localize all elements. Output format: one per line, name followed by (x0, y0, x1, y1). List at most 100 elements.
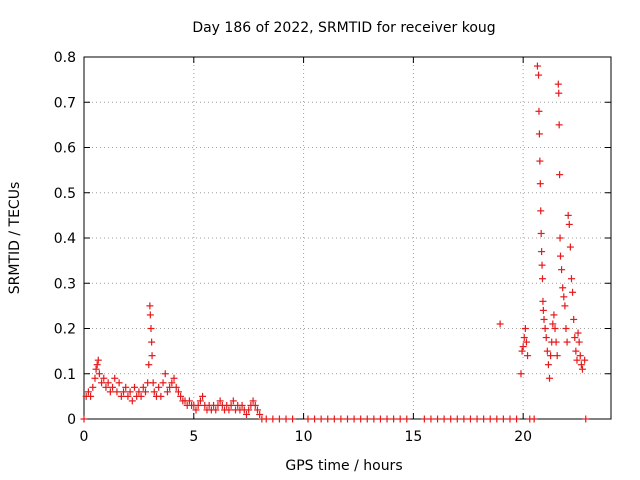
data-point (536, 157, 544, 165)
data-point (570, 315, 578, 323)
data-point (549, 320, 557, 328)
data-point (565, 220, 573, 228)
y-tick-label: 0.2 (54, 322, 76, 338)
data-point (249, 397, 257, 405)
data-point (124, 392, 132, 400)
data-point (245, 406, 253, 414)
data-point (242, 410, 250, 418)
x-tick-label: 0 (80, 429, 89, 445)
x-tick-label: 5 (189, 429, 198, 445)
data-point (311, 415, 319, 423)
data-point (519, 343, 527, 351)
data-point (131, 383, 139, 391)
data-point (177, 392, 185, 400)
data-point (324, 415, 332, 423)
data-point (566, 243, 574, 251)
data-point (196, 397, 204, 405)
data-point (146, 311, 154, 319)
data-point (289, 415, 297, 423)
data-point (577, 361, 585, 369)
data-point (572, 347, 580, 355)
data-point (126, 388, 134, 396)
data-point (80, 415, 88, 423)
data-point (304, 415, 312, 423)
data-point (513, 415, 521, 423)
data-point (521, 325, 529, 332)
data-point (567, 275, 575, 283)
grid-lines (84, 57, 611, 419)
data-point (227, 401, 235, 409)
data-point (555, 89, 563, 97)
data-point (109, 383, 117, 391)
data-point (555, 121, 563, 129)
data-point (518, 347, 526, 355)
data-point (161, 370, 169, 378)
data-point (396, 415, 404, 423)
data-point (94, 356, 102, 364)
data-point (556, 252, 564, 260)
data-point (542, 334, 550, 342)
data-point (390, 415, 398, 423)
data-point (174, 388, 182, 396)
data-point (106, 388, 114, 396)
data-point (135, 388, 143, 396)
data-point (199, 392, 207, 400)
data-point (238, 401, 246, 409)
data-point (120, 388, 128, 396)
data-point (98, 379, 106, 387)
data-point (536, 180, 544, 188)
data-point (573, 356, 581, 364)
data-point (517, 370, 525, 378)
data-point (344, 415, 351, 423)
data-point (556, 234, 564, 242)
y-tick-label: 0.4 (54, 231, 76, 247)
data-point (128, 397, 136, 405)
data-point (148, 338, 156, 346)
data-point (185, 397, 193, 405)
chart-title: Day 186 of 2022, SRMTID for receiver kou… (192, 20, 495, 36)
y-tick-label: 0.3 (54, 276, 76, 292)
axis-ticks: 0 5 10 15 20 0 0.1 0.2 0.3 0.4 0.5 0.6 0.7 0.8 (54, 50, 611, 445)
data-point (192, 406, 200, 414)
data-point (546, 374, 554, 382)
x-tick-label: 15 (404, 429, 422, 445)
data-point (111, 374, 119, 382)
x-axis-label: GPS time / hours (285, 458, 402, 474)
data-point (84, 388, 92, 396)
data-point (466, 415, 474, 423)
data-point (496, 320, 504, 328)
data-point (460, 415, 468, 423)
data-point (172, 383, 180, 391)
data-point (569, 288, 577, 296)
data-point (539, 306, 547, 314)
data-points (80, 62, 590, 423)
data-point (403, 415, 411, 423)
data-point (552, 338, 560, 346)
data-point (530, 415, 538, 423)
data-point (253, 406, 261, 414)
data-point (427, 415, 435, 423)
data-point (574, 329, 582, 337)
data-point (256, 410, 264, 418)
data-point (434, 415, 442, 423)
data-point (520, 334, 528, 342)
data-point (554, 80, 562, 88)
data-point (122, 383, 130, 391)
data-point (139, 383, 147, 391)
data-point (535, 130, 543, 138)
data-point (537, 207, 545, 215)
data-point (541, 325, 549, 332)
data-point (581, 356, 589, 364)
data-point (330, 415, 338, 423)
data-point (166, 383, 174, 391)
data-point (282, 415, 290, 423)
data-point (543, 347, 551, 355)
data-point (95, 370, 103, 378)
data-point (149, 379, 157, 387)
data-point (102, 383, 110, 391)
data-point (350, 415, 358, 423)
data-point (556, 171, 564, 179)
data-point (473, 415, 481, 423)
data-point (522, 338, 530, 346)
